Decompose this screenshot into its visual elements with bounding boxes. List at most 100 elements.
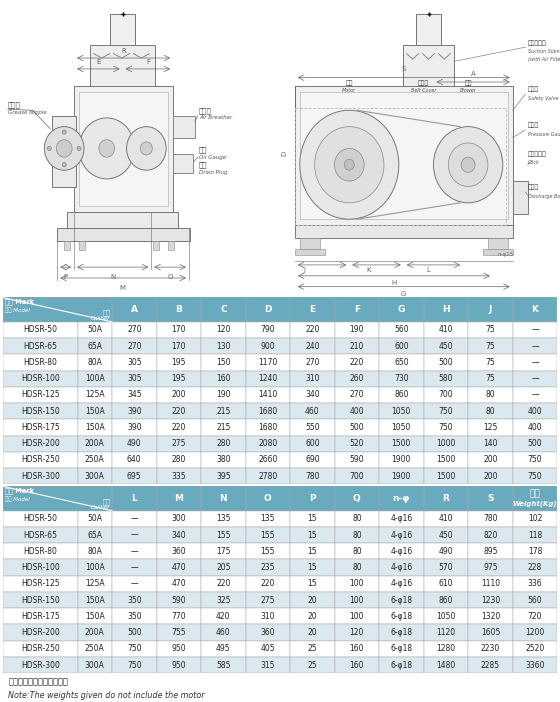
Text: 安全阀: 安全阀 (528, 87, 539, 93)
Circle shape (461, 157, 475, 173)
Bar (157, 355, 201, 371)
Bar (246, 387, 290, 403)
Bar (3, 608, 78, 624)
Bar (157, 322, 201, 338)
Text: 450: 450 (438, 531, 453, 540)
Bar (201, 468, 246, 484)
Bar (513, 608, 557, 624)
Bar (112, 387, 157, 403)
Text: 口径: 口径 (102, 310, 110, 316)
Bar (290, 592, 335, 608)
Text: Note:The weights given do not include the motor: Note:The weights given do not include th… (8, 691, 205, 699)
Bar (379, 298, 424, 322)
Bar (112, 322, 157, 338)
Bar (335, 486, 379, 511)
Text: 1410: 1410 (258, 390, 277, 399)
Bar (513, 624, 557, 641)
Text: 进入消音器: 进入消音器 (528, 40, 546, 46)
Bar (468, 468, 513, 484)
Text: M: M (120, 284, 125, 291)
Bar (246, 355, 290, 371)
Text: 315: 315 (260, 661, 275, 670)
Text: 270: 270 (127, 326, 142, 334)
Text: 210: 210 (349, 342, 364, 351)
Bar (379, 592, 424, 608)
Text: 1050: 1050 (436, 612, 456, 621)
Circle shape (300, 110, 399, 219)
Bar (3, 511, 78, 527)
Bar (52, 116, 76, 187)
Text: 4-φ16: 4-φ16 (390, 547, 413, 556)
Bar (112, 511, 157, 527)
Text: Safety Valve: Safety Valve (528, 95, 558, 101)
Bar (112, 527, 157, 543)
Bar (335, 624, 379, 641)
Text: 310: 310 (260, 612, 275, 621)
Text: 895: 895 (483, 547, 498, 556)
Bar (424, 468, 468, 484)
Bar (3, 543, 78, 559)
Bar (379, 527, 424, 543)
Bar (290, 371, 335, 387)
Bar (201, 419, 246, 435)
Text: 470: 470 (171, 579, 186, 588)
Text: 6-φ18: 6-φ18 (390, 628, 413, 637)
Bar (290, 387, 335, 403)
Text: 50A: 50A (87, 326, 102, 334)
Bar (3, 403, 78, 419)
Bar (335, 452, 379, 468)
Bar (335, 559, 379, 576)
Text: 135: 135 (216, 515, 231, 524)
Text: L: L (132, 494, 137, 503)
Circle shape (62, 163, 66, 167)
Circle shape (44, 126, 84, 170)
Bar (335, 468, 379, 484)
Bar (513, 592, 557, 608)
Bar (424, 486, 468, 511)
Text: 195: 195 (171, 374, 186, 383)
Text: 200: 200 (483, 456, 498, 465)
Text: 6-φ18: 6-φ18 (390, 612, 413, 621)
Bar (379, 576, 424, 592)
Text: 皮带罩: 皮带罩 (418, 81, 429, 86)
Text: D: D (281, 151, 287, 157)
Text: 100: 100 (349, 595, 364, 604)
Text: 305: 305 (127, 358, 142, 367)
Text: 790: 790 (260, 326, 275, 334)
Text: 155: 155 (216, 531, 231, 540)
Text: 20: 20 (307, 595, 317, 604)
Text: K: K (531, 305, 539, 314)
Bar (335, 608, 379, 624)
Text: 1500: 1500 (436, 472, 456, 481)
Bar (379, 559, 424, 576)
Bar (67, 211, 178, 228)
Bar (64, 241, 70, 250)
Bar (157, 576, 201, 592)
Text: 油标: 油标 (199, 146, 207, 153)
Text: 100: 100 (349, 612, 364, 621)
Bar (335, 511, 379, 527)
Circle shape (56, 140, 72, 157)
Text: Oil Gauge: Oil Gauge (199, 154, 226, 159)
Text: 160: 160 (349, 644, 364, 654)
Text: 15: 15 (307, 547, 317, 556)
Text: 1320: 1320 (481, 612, 500, 621)
Bar (173, 154, 193, 173)
Bar (112, 419, 157, 435)
Text: 500: 500 (349, 423, 364, 432)
Text: HDSR-175: HDSR-175 (21, 423, 59, 432)
Text: 300A: 300A (85, 661, 105, 670)
Bar (3, 298, 112, 322)
Text: HDSR-250: HDSR-250 (21, 644, 59, 654)
Bar (379, 608, 424, 624)
Text: 220: 220 (349, 358, 364, 367)
Bar (290, 338, 335, 355)
Text: S: S (402, 66, 406, 72)
Bar (290, 511, 335, 527)
Text: E: E (309, 305, 315, 314)
Bar (379, 468, 424, 484)
Bar (112, 559, 157, 576)
Text: B: B (175, 305, 182, 314)
Bar (335, 576, 379, 592)
Text: 580: 580 (438, 374, 453, 383)
